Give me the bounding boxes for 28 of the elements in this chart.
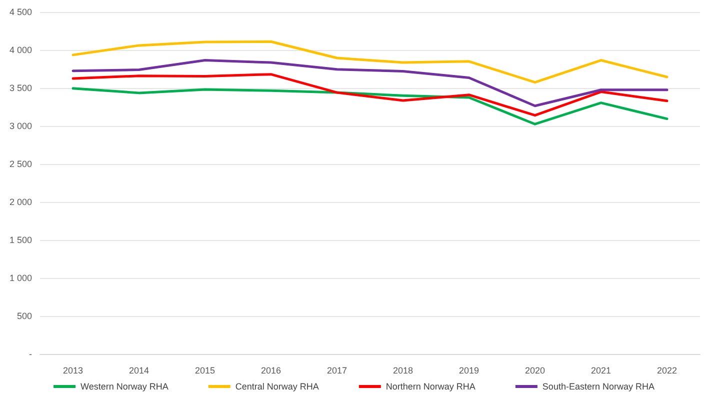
y-tick-label: 2 000 (9, 197, 32, 207)
x-tick-label: 2016 (260, 366, 282, 376)
y-tick-label: 4 000 (9, 45, 32, 55)
y-tick-label: 3 500 (9, 83, 32, 93)
y-tick-label: 500 (16, 311, 32, 321)
x-tick-label: 2017 (326, 366, 348, 376)
x-tick-label: 2019 (458, 366, 480, 376)
legend-label: Northern Norway RHA (386, 382, 476, 392)
y-tick-label: 1 500 (9, 235, 32, 245)
y-tick-label: - (29, 349, 32, 359)
legend-label: South-Eastern Norway RHA (542, 382, 654, 392)
x-tick-label: 2020 (524, 366, 546, 376)
line-series (72, 59, 668, 108)
x-tick-label: 2022 (656, 366, 678, 376)
line-series (72, 73, 668, 117)
legend-label: Western Norway RHA (80, 382, 168, 392)
x-tick-label: 2015 (194, 366, 216, 376)
y-tick-label: 1 000 (9, 273, 32, 283)
y-tick-label: 3 000 (9, 121, 32, 131)
line-series (72, 40, 668, 84)
y-tick-label: 4 500 (9, 7, 32, 17)
x-tick-label: 2014 (128, 366, 150, 376)
x-tick-label: 2021 (590, 366, 612, 376)
x-tick-label: 2018 (392, 366, 414, 376)
x-tick-label: 2013 (62, 366, 84, 376)
y-tick-label: 2 500 (9, 159, 32, 169)
legend-label: Central Norway RHA (235, 382, 319, 392)
line-series (72, 87, 668, 126)
